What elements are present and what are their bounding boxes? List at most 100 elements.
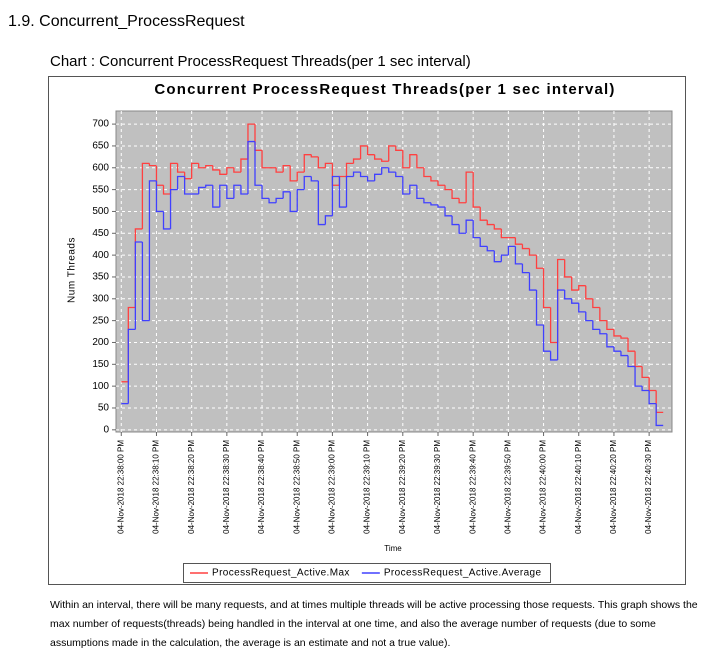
step-segment [381, 167, 389, 175]
y-tick-label: 350 [92, 272, 109, 283]
step-segment [542, 268, 551, 309]
step-segment [345, 162, 354, 177]
legend-label: ProcessRequest_Active.Max [212, 568, 350, 579]
y-tick-label: 50 [98, 403, 110, 414]
step-segment [261, 185, 270, 199]
step-segment [191, 162, 199, 179]
step-segment [444, 185, 453, 191]
step-segment [549, 351, 558, 361]
step-segment [620, 335, 629, 339]
x-tick-label: 04-Nov-2018 22:39:20 PM [398, 440, 407, 534]
step-segment [352, 171, 361, 177]
y-tick-label: 650 [92, 141, 109, 152]
x-tick-label: 04-Nov-2018 22:39:00 PM [328, 440, 337, 534]
step-segment [282, 191, 291, 199]
step-segment [240, 158, 248, 173]
step-segment [275, 167, 284, 173]
step-segment [402, 176, 410, 195]
step-segment [134, 241, 143, 330]
x-tick-label: 04-Nov-2018 22:40:20 PM [609, 440, 618, 534]
step-segment [493, 224, 502, 230]
step-segment [183, 176, 192, 195]
x-tick-label: 04-Nov-2018 22:39:50 PM [503, 440, 512, 534]
step-segment [409, 154, 417, 168]
step-segment [479, 237, 488, 248]
step-segment [634, 366, 643, 387]
y-tick-label: 600 [92, 162, 109, 173]
step-segment [430, 202, 438, 206]
step-segment [486, 220, 495, 226]
step-segment [176, 163, 185, 173]
step-segment [373, 154, 382, 160]
x-tick-label: 04-Nov-2018 22:40:10 PM [574, 440, 583, 534]
y-tick-label: 0 [103, 424, 109, 435]
step-segment [359, 145, 368, 160]
step-segment [176, 175, 185, 190]
plot-area [115, 110, 673, 433]
step-segment [514, 237, 523, 245]
step-segment [395, 145, 403, 151]
step-segment [451, 189, 460, 199]
step-segment [620, 351, 629, 357]
step-segment [366, 176, 375, 182]
step-segment [373, 173, 382, 181]
step-segment [155, 180, 164, 213]
y-tick-label: 300 [92, 293, 109, 304]
step-segment [226, 185, 234, 199]
step-segment [613, 329, 621, 337]
step-segment [219, 169, 227, 175]
step-segment [317, 180, 326, 226]
step-segment [606, 320, 614, 331]
step-segment [162, 185, 171, 195]
x-tick-label: 04-Nov-2018 22:38:00 PM [116, 440, 125, 534]
step-segment [585, 311, 593, 322]
step-segment [198, 163, 206, 169]
step-segment [275, 197, 284, 203]
section-heading: 1.9. Concurrent_ProcessRequest [8, 13, 245, 30]
x-tick-label: 04-Nov-2018 22:40:30 PM [644, 440, 653, 534]
chart-title: Concurrent ProcessRequest Threads(per 1 … [154, 81, 615, 98]
step-segment [549, 307, 558, 344]
step-segment [423, 167, 431, 178]
legend-label: ProcessRequest_Active.Average [384, 568, 542, 579]
step-segment [162, 211, 171, 230]
step-segment [247, 140, 255, 194]
step-segment [465, 171, 474, 203]
step-segment [627, 338, 636, 352]
x-tick-label: 04-Nov-2018 22:39:10 PM [363, 440, 372, 534]
step-segment [641, 366, 650, 379]
step-segment [240, 185, 248, 195]
step-segment [395, 172, 403, 178]
x-tick-label: 04-Nov-2018 22:38:40 PM [257, 440, 266, 534]
step-segment [388, 167, 396, 173]
y-axis-label: Num Threads [67, 237, 78, 303]
step-segment [493, 250, 502, 263]
step-segment [261, 150, 270, 169]
step-segment [648, 390, 657, 405]
step-segment [528, 248, 537, 256]
step-segment [233, 184, 241, 199]
description: Within an interval, there will be many r… [50, 599, 698, 649]
y-tick-label: 100 [92, 381, 109, 392]
step-segment [514, 246, 523, 265]
step-segment [310, 176, 319, 182]
step-segment [606, 333, 614, 348]
step-segment [381, 159, 389, 162]
step-segment [141, 162, 150, 229]
step-segment [627, 355, 636, 368]
x-tick-label: 04-Nov-2018 22:38:20 PM [187, 440, 196, 534]
x-axis-label: Time [384, 544, 402, 553]
step-segment [472, 172, 481, 208]
step-segment [416, 185, 424, 199]
step-segment [465, 219, 474, 234]
step-segment [345, 175, 354, 208]
step-segment [444, 207, 453, 217]
step-segment [486, 246, 495, 252]
step-segment [388, 145, 396, 162]
step-segment [571, 276, 579, 291]
step-segment [226, 167, 234, 175]
step-segment [324, 162, 333, 168]
step-segment [472, 220, 481, 239]
step-segment [198, 186, 206, 194]
